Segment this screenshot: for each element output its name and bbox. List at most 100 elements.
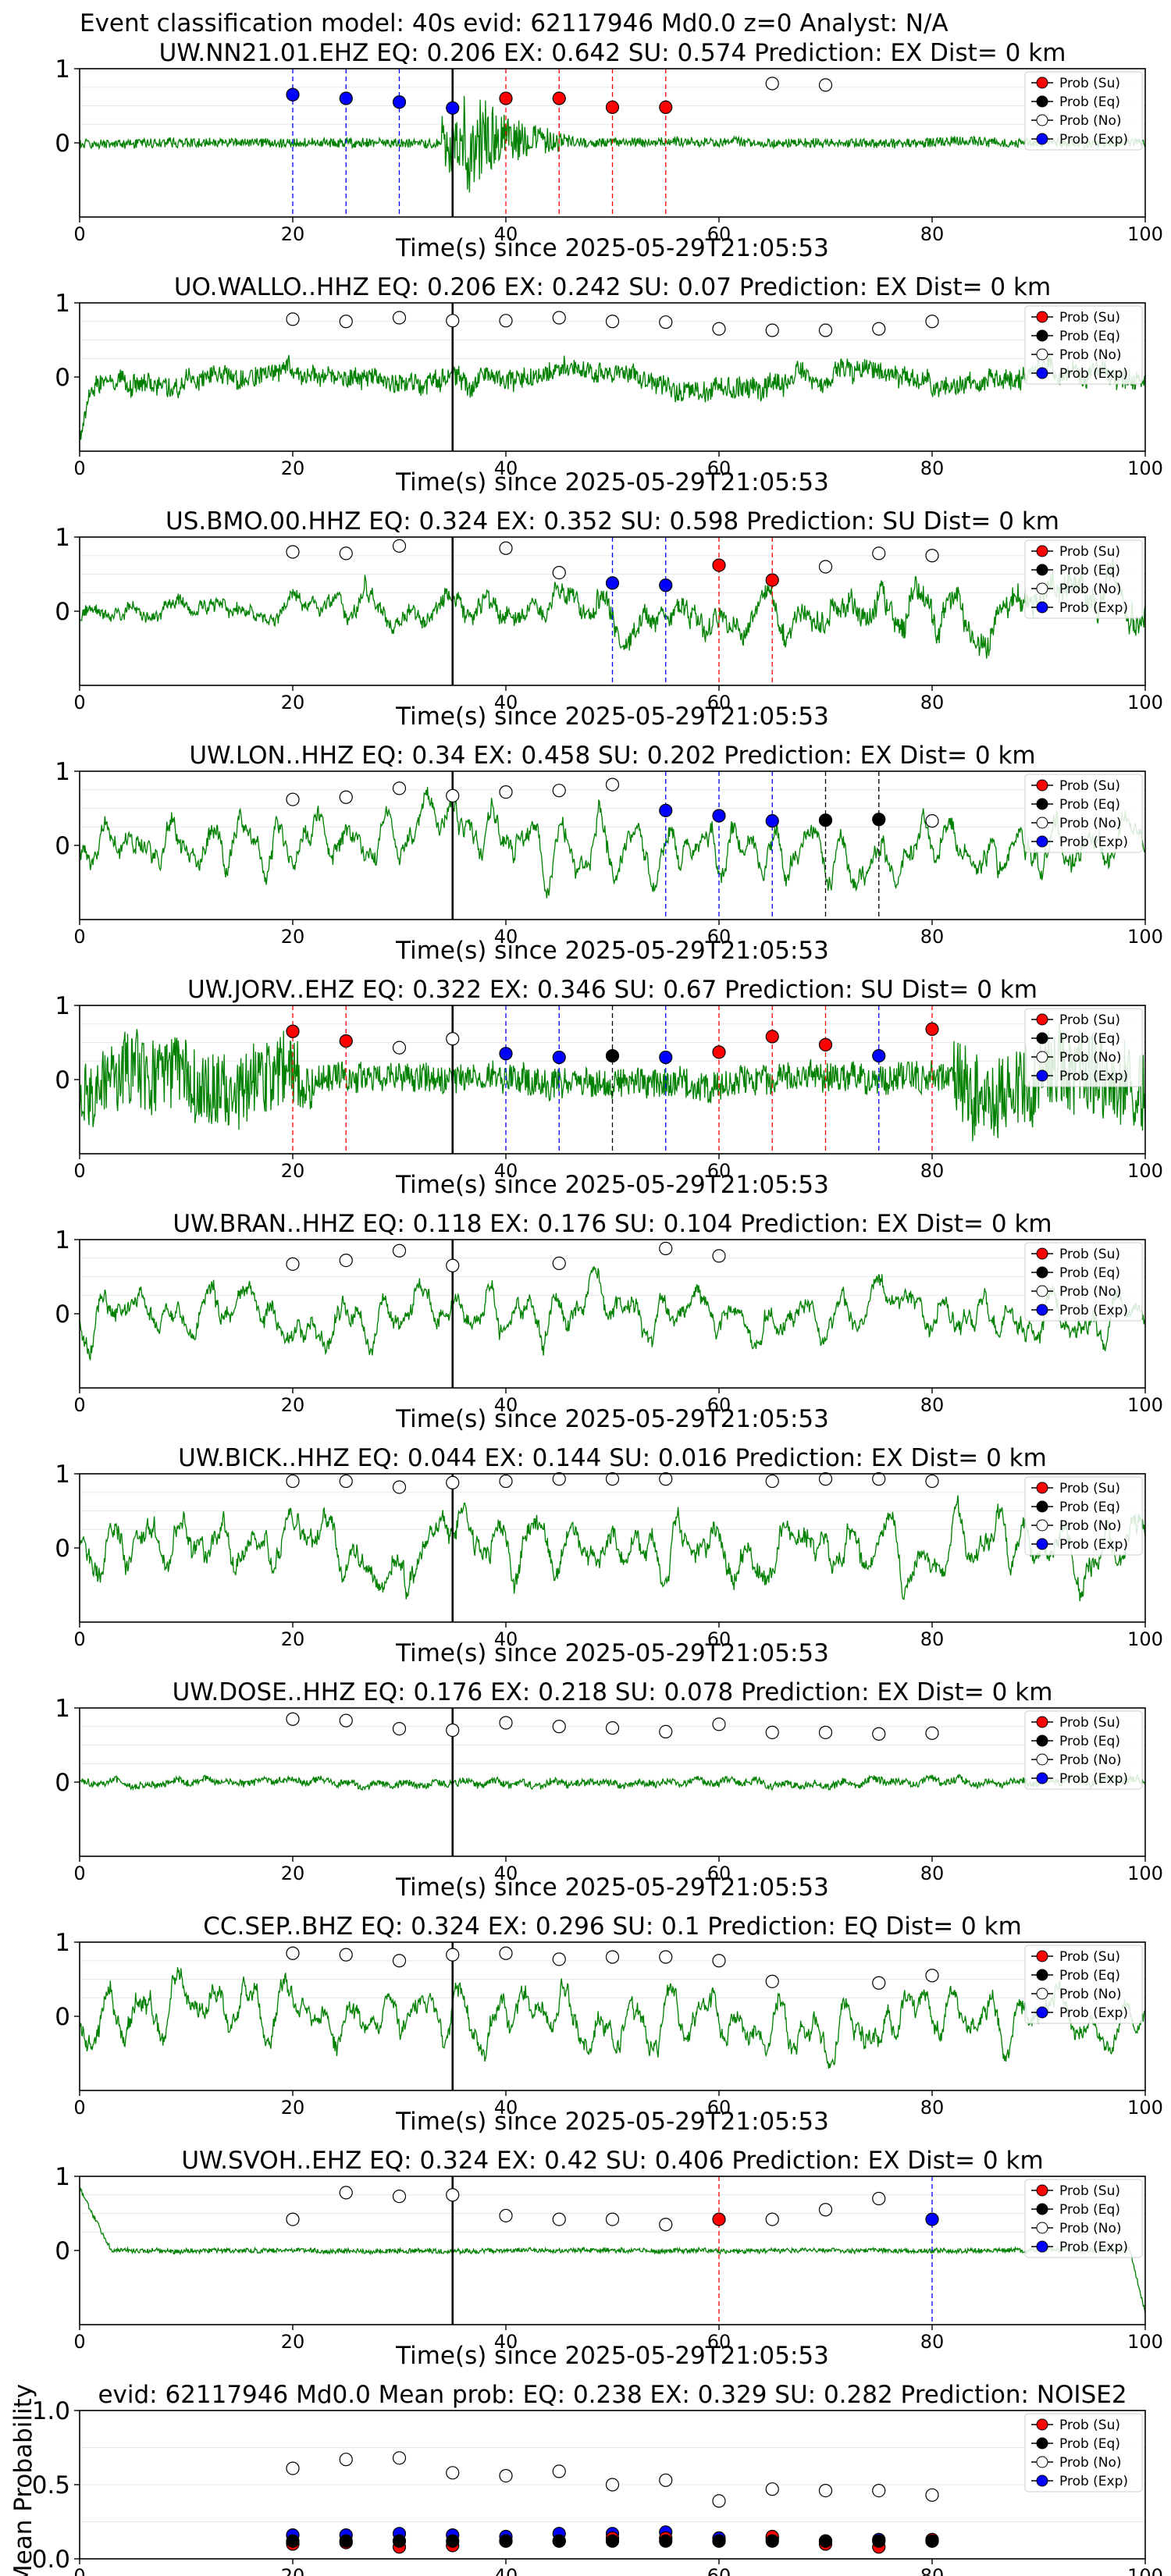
prob-point-no <box>818 2203 833 2217</box>
x-tick-label: 40 <box>494 457 518 479</box>
legend-swatch-su <box>1036 1716 1048 1728</box>
x-axis-label: Time(s) since 2025-05-29T21:05:53 <box>395 468 829 496</box>
legend-label-su: Prob (Su) <box>1059 1012 1120 1028</box>
x-tick-label: 0 <box>73 1394 85 1416</box>
legend-swatch-su <box>1036 779 1048 792</box>
x-tick-label: 100 <box>1127 926 1163 948</box>
legend-label-exp: Prob (Exp) <box>1059 2474 1128 2489</box>
x-tick-label: 20 <box>281 692 305 713</box>
legend-swatch-exp <box>1036 601 1048 614</box>
waveform-trace <box>79 2186 1146 2314</box>
prob-point-no <box>818 78 833 92</box>
x-tick-label: 60 <box>707 926 731 948</box>
legend-swatch-su <box>1036 545 1048 557</box>
mean-point-no <box>765 2482 779 2496</box>
y-tick-label: 0.0 <box>32 2546 70 2574</box>
mean-point-eq <box>499 2534 513 2548</box>
x-tick-label: 80 <box>920 2331 945 2353</box>
mean-point-no <box>925 2488 939 2502</box>
legend-label-no: Prob (No) <box>1059 113 1122 129</box>
legend-label-exp: Prob (Exp) <box>1059 2005 1128 2021</box>
x-axis-label: Time(s) since 2025-05-29T21:05:53 <box>395 2342 829 2370</box>
legend-swatch-su <box>1036 1482 1048 1494</box>
mean-point-eq <box>286 2534 300 2548</box>
panel-title: UO.WALLO..HHZ EQ: 0.206 EX: 0.242 SU: 0.… <box>174 273 1051 301</box>
x-tick-label: 20 <box>281 1863 305 1884</box>
legend-label-no: Prob (No) <box>1059 2455 1122 2471</box>
prob-point-su <box>765 573 779 587</box>
panel-5: UW.JORV..EHZ EQ: 0.322 EX: 0.346 SU: 0.6… <box>55 976 1163 1199</box>
prob-point-su <box>925 1022 939 1037</box>
legend-label-exp: Prob (Exp) <box>1059 1537 1128 1553</box>
x-tick-label: 80 <box>920 1394 945 1416</box>
waveform-trace <box>79 787 1146 898</box>
legend-swatch-eq <box>1036 2437 1048 2450</box>
prob-point-no <box>392 1954 407 1968</box>
y-tick-label: 1 <box>55 1461 70 1489</box>
legend-label-eq: Prob (Eq) <box>1059 1734 1120 1749</box>
panel-6: UW.BRAN..HHZ EQ: 0.118 EX: 0.176 SU: 0.1… <box>55 1210 1163 1433</box>
legend-label-no: Prob (No) <box>1059 582 1122 597</box>
prob-point-no <box>552 311 566 325</box>
waveform-trace <box>79 1266 1146 1361</box>
legend-box <box>1024 1944 1143 2024</box>
legend-label-su: Prob (Su) <box>1059 1247 1120 1262</box>
y-tick-label: 0 <box>55 598 70 626</box>
x-tick-label: 80 <box>920 223 945 245</box>
mean-point-eq <box>552 2534 566 2548</box>
y-tick-label: 0 <box>55 130 70 158</box>
prob-point-no <box>392 1722 407 1736</box>
legend-label-no: Prob (No) <box>1059 2221 1122 2236</box>
prob-point-no <box>286 1712 300 1726</box>
prob-point-no <box>925 315 939 329</box>
y-tick-label: 0 <box>55 2003 70 2031</box>
x-axis-label: Time(s) since 2025-05-29T21:05:53 <box>395 1639 829 1667</box>
legend-swatch-su <box>1036 1013 1048 1026</box>
prob-point-eq <box>818 813 833 827</box>
x-tick-label: 60 <box>707 692 731 713</box>
prob-point-no <box>286 1946 300 1960</box>
legend-swatch-no <box>1036 2222 1048 2234</box>
prob-point-exp <box>872 1048 886 1063</box>
x-axis-label: Time(s) since 2025-05-29T21:05:53 <box>395 2108 829 2136</box>
legend-swatch-exp <box>1036 2475 1048 2487</box>
legend-label-exp: Prob (Exp) <box>1059 834 1128 850</box>
x-tick-label: 60 <box>707 2331 731 2353</box>
x-tick-label: 80 <box>920 2565 945 2576</box>
mean-point-eq <box>872 2534 886 2548</box>
x-tick-label: 60 <box>707 223 731 245</box>
x-tick-label: 60 <box>707 457 731 479</box>
x-tick-label: 100 <box>1127 1863 1163 1884</box>
x-tick-label: 60 <box>707 2565 731 2576</box>
legend-swatch-no <box>1036 1519 1048 1532</box>
y-tick-label: 0 <box>55 1535 70 1563</box>
x-tick-label: 40 <box>494 1628 518 1650</box>
prob-point-no <box>552 1256 566 1271</box>
prob-point-no <box>392 1244 407 1258</box>
legend-swatch-su <box>1036 2418 1048 2431</box>
y-tick-label: 1 <box>55 758 70 786</box>
prob-point-no <box>392 1041 407 1055</box>
mean-point-eq <box>659 2534 673 2548</box>
panel-title: UW.LON..HHZ EQ: 0.34 EX: 0.458 SU: 0.202… <box>189 742 1035 770</box>
x-tick-label: 20 <box>281 2331 305 2353</box>
x-tick-label: 40 <box>494 2565 518 2576</box>
x-tick-label: 80 <box>920 692 945 713</box>
prob-point-no <box>446 1948 460 1962</box>
waveform-trace <box>79 1773 1146 1791</box>
x-tick-label: 80 <box>920 457 945 479</box>
legend-label-eq: Prob (Eq) <box>1059 1968 1120 1984</box>
legend-swatch-exp <box>1036 1538 1048 1550</box>
prob-point-no <box>925 1969 939 1983</box>
legend-swatch-su <box>1036 1247 1048 1260</box>
prob-point-no <box>659 1241 673 1256</box>
legend-label-su: Prob (Su) <box>1059 310 1120 326</box>
legend-label-su: Prob (Su) <box>1059 1715 1120 1731</box>
y-axis-label: Mean Probability <box>9 2384 37 2576</box>
panel-2: UO.WALLO..HHZ EQ: 0.206 EX: 0.242 SU: 0.… <box>55 273 1163 496</box>
prob-point-no <box>765 76 779 91</box>
prob-point-no <box>605 1721 620 1735</box>
x-tick-label: 100 <box>1127 1160 1163 1182</box>
prob-point-no <box>552 1720 566 1734</box>
